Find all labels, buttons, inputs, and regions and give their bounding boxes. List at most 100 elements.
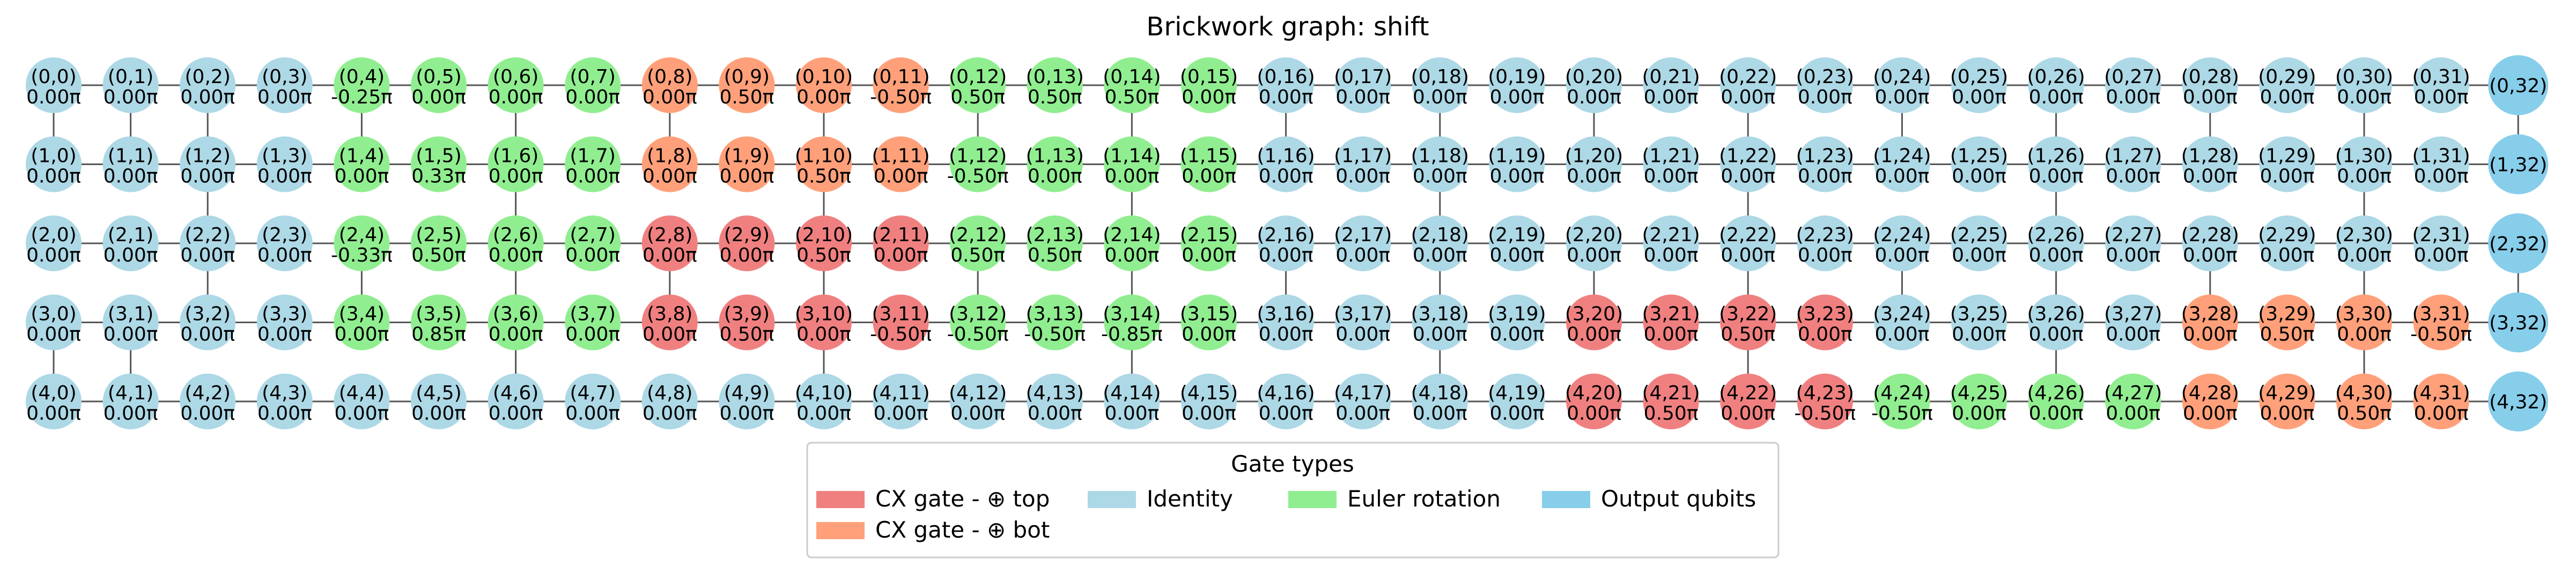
node-circle [1489,374,1545,429]
node-circle [2105,374,2161,429]
graph-node: (3,16)0.00π [1257,294,1315,351]
node-circle [2413,57,2469,113]
graph-node: (0,22)0.00π [1719,57,1777,113]
node-circle [180,294,236,351]
node-angle-label: 0.00π [1259,86,1313,108]
node-angle-label: 0.00π [2029,324,2084,346]
node-angle-label: 0.00π [2029,403,2084,424]
node-angle-label: 0.00π [489,86,543,108]
node-circle [2028,374,2084,429]
graph-node: (2,7)0.00π [565,215,621,271]
graph-node: (4,26)0.00π [2027,374,2085,429]
node-angle-label: 0.00π [1413,166,1467,188]
graph-node: (0,8)0.00π [641,57,698,113]
node-angle-label: 0.00π [1721,244,1775,266]
node-circle [2259,215,2315,271]
node-angle-label: 0.00π [1721,86,1775,108]
node-angle-label: 0.00π [1335,86,1390,108]
node-angle-label: 0.00π [1721,403,1775,424]
graph-node: (4,21)0.50π [1642,374,1700,429]
graph-node: (0,3)0.00π [256,57,313,113]
node-id-label: (1,20) [1565,145,1623,167]
node-circle [1797,57,1853,113]
node-circle [796,136,852,192]
node-angle-label: 0.50π [2337,403,2392,424]
node-circle [719,294,775,351]
node-circle [2413,136,2469,192]
graph-node: (1,28)0.00π [2181,136,2239,192]
graph-node: (3,30)0.00π [2335,294,2393,351]
graph-node: (2,9)0.00π [719,215,775,271]
node-id-label: (4,6) [493,382,538,404]
node-id-label: (4,26) [2027,382,2085,404]
graph-node: (4,18)0.00π [1411,374,1469,429]
node-id-label: (0,6) [493,66,538,88]
node-angle-label: -0.50π [1024,324,1086,346]
graph-node: (3,32) [2488,292,2549,353]
node-angle-label: 0.00π [1874,244,1929,266]
node-angle-label: 0.50π [1028,86,1082,108]
node-angle-label: 0.00π [1182,403,1236,424]
node-id-label: (3,3) [262,303,307,325]
node-id-label: (0,11) [872,66,929,88]
node-id-label: (0,31) [2412,66,2470,88]
graph-node: (3,14)-0.85π [1101,294,1163,351]
node-id-label: (3,9) [724,303,770,325]
node-angle-label: 0.00π [1798,86,1852,108]
node-circle [2259,136,2315,192]
node-circle [2182,374,2238,429]
node-circle [1489,215,1545,271]
node-circle [1258,57,1314,113]
node-angle-label: 0.00π [874,403,928,424]
node-circle [1797,215,1853,271]
node-angle-label: 0.00π [719,244,774,266]
node-id-label: (3,2) [185,303,231,325]
graph-node: (3,28)0.00π [2181,294,2239,351]
node-angle-label: 0.00π [1644,86,1699,108]
node-id-label: (1,5) [416,145,461,167]
graph-node: (2,14)0.00π [1103,215,1161,271]
graph-node: (0,25)0.00π [1950,57,2008,113]
node-id-label: (0,14) [1103,66,1161,88]
node-id-label: (1,17) [1334,145,1392,167]
node-angle-label: 0.00π [2183,86,2238,108]
node-angle-label: 0.00π [1952,324,2006,346]
graph-node: (0,0)0.00π [26,57,82,113]
node-id-label: (2,31) [2412,224,2470,246]
node-id-label: (3,20) [1565,303,1623,325]
node-id-label: (3,29) [2258,303,2316,325]
node-id-label: (4,5) [416,382,461,404]
node-circle [334,215,390,271]
node-id-label: (0,3) [262,66,307,88]
node-circle [488,57,544,113]
graph-node: (3,27)0.00π [2104,294,2162,351]
graph-node: (2,29)0.00π [2258,215,2316,271]
node-circle [334,136,390,192]
node-id-label: (1,16) [1257,145,1315,167]
node-angle-label: 0.00π [643,403,697,424]
graph-node: (1,0)0.00π [26,136,82,192]
node-id-label: (0,1) [108,66,153,88]
graph-node: (1,16)0.00π [1257,136,1315,192]
node-id-label: (3,24) [1873,303,1931,325]
graph-node: (3,11)-0.50π [870,294,932,351]
node-id-label: (0,28) [2181,66,2239,88]
node-circle [873,57,929,113]
node-circle [26,215,82,271]
graph-node: (4,16)0.00π [1257,374,1315,429]
graph-node: (1,24)0.00π [1873,136,1931,192]
node-circle [2259,57,2315,113]
node-angle-label: 0.00π [1259,403,1313,424]
node-angle-label: 0.00π [1489,166,1544,188]
graph-node: (4,1)0.00π [102,374,159,429]
node-angle-label: 0.00π [1721,166,1775,188]
node-circle [1412,294,1468,351]
node-angle-label: 0.00π [1182,86,1236,108]
node-circle [2182,57,2238,113]
node-circle [641,374,698,429]
graph-node: (0,4)-0.25π [331,57,393,113]
node-angle-label: 0.00π [1489,324,1544,346]
graph-node: (1,19)0.00π [1488,136,1546,192]
graph-node: (1,21)0.00π [1642,136,1700,192]
node-circle [950,215,1006,271]
